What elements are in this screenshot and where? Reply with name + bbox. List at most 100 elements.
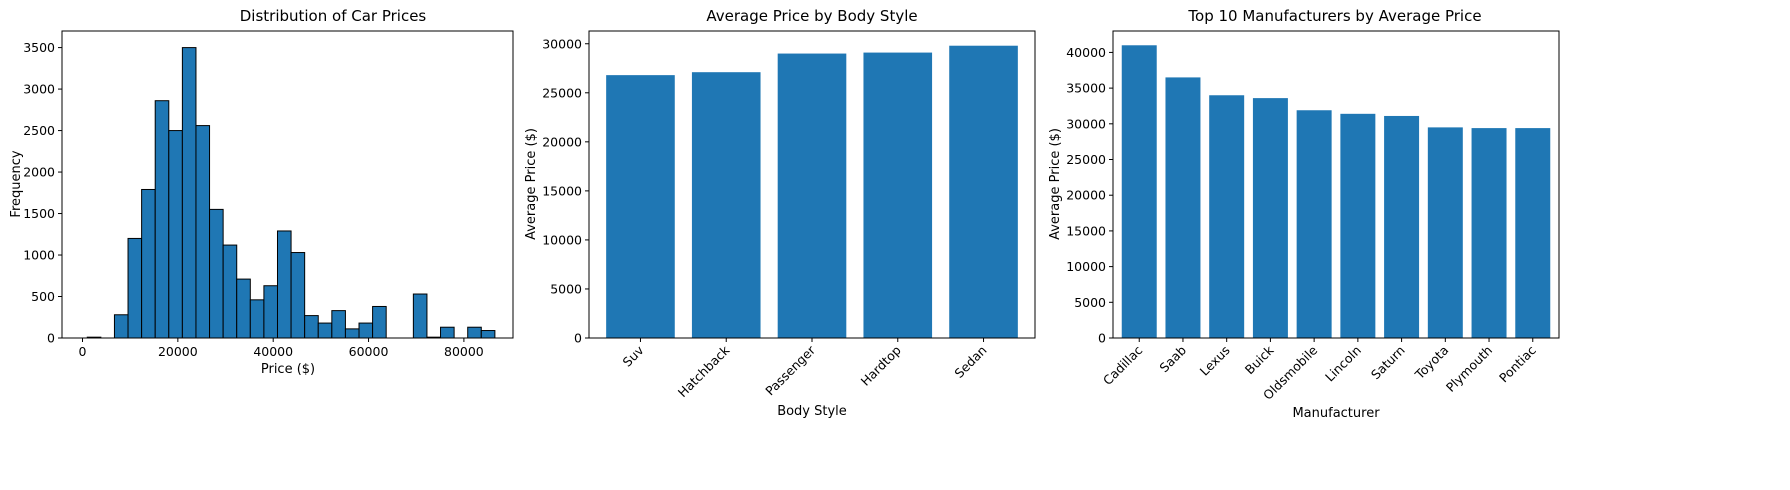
y-tick-label: 10000 (1066, 259, 1106, 274)
y-tick-label: 5000 (550, 281, 582, 296)
chart-top-manufacturers: Top 10 Manufacturers by Average Price 0 5… (1048, 7, 1560, 421)
histogram-bar (127, 237, 143, 339)
x-tick-label: Toyota (1411, 343, 1451, 383)
histogram-bar (290, 252, 306, 339)
y-tick-label: 25000 (542, 85, 582, 100)
y-tick-label: 3500 (23, 40, 55, 55)
histogram-bar (358, 322, 374, 339)
body-style-bars (606, 45, 1018, 338)
x-tick-label: Passenger (762, 342, 818, 398)
histogram-bar (440, 326, 455, 339)
chart-title: Distribution of Car Prices (240, 7, 427, 25)
y-tick-label: 10000 (542, 232, 582, 247)
bar (606, 75, 675, 338)
bar (1515, 128, 1551, 338)
histogram-bar (467, 326, 482, 339)
bar (1209, 95, 1245, 338)
y-tick-label: 20000 (542, 134, 582, 149)
y-tick-label: 0 (574, 331, 582, 346)
y-tick-label: 15000 (542, 183, 582, 198)
x-tick-label: 80000 (444, 344, 484, 359)
chart-price-distribution: Distribution of Car Prices 0 500 1000 1500 2… (9, 7, 514, 377)
plot-frame (61, 30, 514, 339)
histogram-bar (412, 293, 428, 339)
bar (691, 72, 761, 338)
chart-title: Top 10 Manufacturers by Average Price (1187, 7, 1481, 25)
y-tick-label: 25000 (1066, 152, 1106, 167)
histogram-bar (236, 278, 251, 339)
y-tick-label: 20000 (1066, 188, 1106, 203)
histogram-bar (372, 305, 387, 339)
y-tick-label: 1500 (23, 206, 55, 221)
y-tick-label: 1000 (23, 248, 55, 263)
x-axis: 0 20000 40000 60000 80000 (79, 338, 484, 359)
y-tick-label: 30000 (542, 36, 582, 51)
histogram-bar (331, 310, 346, 339)
manufacturer-bars (1121, 45, 1551, 339)
y-axis-label: Average Price ($) (1048, 128, 1063, 240)
y-tick-label: 30000 (1066, 116, 1106, 131)
x-tick-label: Lincoln (1322, 343, 1364, 385)
x-tick-label: Cadillac (1100, 342, 1146, 388)
histogram-bar (113, 314, 129, 339)
histogram-bar (276, 230, 292, 339)
x-axis-label: Body Style (777, 404, 847, 419)
y-tick-label: 2500 (23, 123, 55, 138)
y-axis: 0 5000 10000 15000 20000 25000 30000 (542, 36, 589, 346)
y-tick-label: 5000 (1074, 295, 1106, 310)
histogram-bar (480, 330, 496, 339)
y-tick-label: 15000 (1066, 223, 1106, 238)
bar (1296, 110, 1332, 338)
x-tick-label: 0 (79, 344, 87, 359)
plot-frame (1112, 30, 1560, 339)
chart-body-style: Average Price by Body Style 0 5000 10000 15… (524, 7, 1036, 419)
histogram-bar (344, 328, 360, 339)
bar (1340, 113, 1376, 338)
histogram-bar (222, 244, 238, 339)
histogram-bar (195, 125, 211, 339)
bar (863, 52, 933, 338)
y-tick-label: 3000 (23, 82, 55, 97)
x-axis: Suv Hatchback Passenger Hardtop Sedan (620, 338, 990, 400)
y-tick-label: 0 (1098, 331, 1106, 346)
histogram-bar (168, 130, 183, 339)
x-tick-label: Sedan (951, 343, 989, 381)
plot-frame (588, 30, 1036, 339)
y-axis: 0 500 1000 1500 2000 2500 3000 3500 (23, 40, 62, 346)
bar (1427, 127, 1463, 338)
x-tick-label: Saturn (1368, 343, 1408, 383)
x-tick-label: 60000 (349, 344, 389, 359)
histogram-bar (317, 322, 333, 339)
bar (777, 53, 847, 338)
bar (1252, 98, 1288, 338)
histogram-bar (263, 285, 278, 339)
x-tick-label: Hatchback (675, 342, 733, 400)
bar (1165, 77, 1201, 338)
chart-title: Average Price by Body Style (706, 7, 917, 25)
y-axis-label: Average Price ($) (524, 128, 539, 240)
y-axis-label: Frequency (9, 150, 24, 217)
x-tick-label: Lexus (1197, 343, 1233, 379)
x-tick-label: Hardtop (858, 342, 904, 388)
x-tick-label: Plymouth (1443, 343, 1495, 395)
y-axis: 0 5000 10000 15000 20000 25000 30000 35000 40000 (1066, 45, 1113, 346)
histogram-bar (249, 299, 265, 339)
bar (1471, 128, 1507, 338)
x-tick-label: 20000 (158, 344, 198, 359)
bar (949, 45, 1018, 338)
histogram-bar (209, 208, 224, 339)
y-tick-label: 2000 (23, 165, 55, 180)
x-axis-label: Manufacturer (1292, 406, 1380, 421)
bar (1384, 115, 1420, 338)
x-tick-label: Buick (1242, 342, 1277, 377)
histogram-bar (141, 188, 156, 339)
y-tick-label: 35000 (1066, 81, 1106, 96)
x-tick-label: Pontiac (1496, 342, 1539, 385)
x-axis-label: Price ($) (261, 362, 315, 377)
y-tick-label: 40000 (1066, 45, 1106, 60)
histogram-bars (86, 47, 496, 339)
histogram-bar (304, 315, 319, 339)
y-tick-label: 500 (31, 289, 55, 304)
